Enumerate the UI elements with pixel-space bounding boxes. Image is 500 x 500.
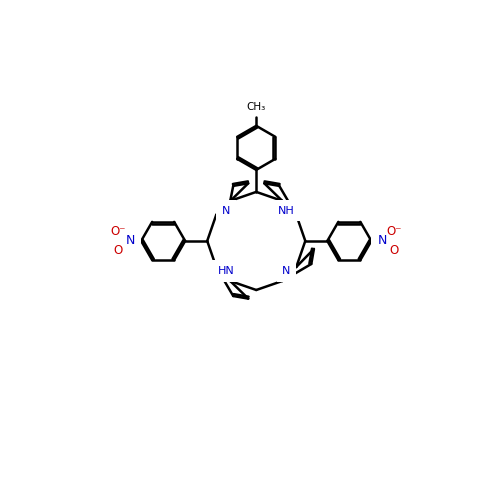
- Text: O: O: [114, 244, 122, 256]
- Text: CH₃: CH₃: [246, 102, 266, 112]
- Text: N: N: [222, 206, 230, 216]
- Text: N: N: [282, 266, 290, 276]
- Text: O⁻: O⁻: [110, 225, 126, 238]
- Text: N: N: [126, 234, 135, 248]
- Text: O⁻: O⁻: [386, 225, 402, 238]
- Text: NH: NH: [278, 206, 294, 216]
- Text: HN: HN: [218, 266, 234, 276]
- Text: N: N: [378, 234, 387, 248]
- Text: O: O: [390, 244, 399, 256]
